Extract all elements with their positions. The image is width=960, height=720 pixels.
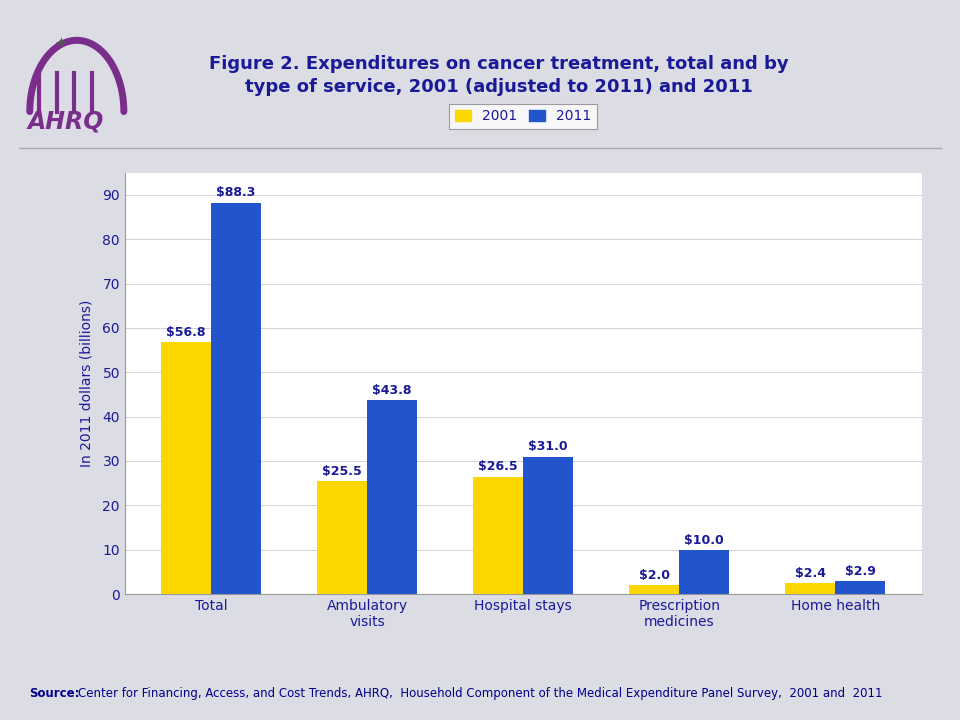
Bar (211, 202, 261, 594)
Text: ✦: ✦ (55, 35, 67, 50)
Text: $25.5: $25.5 (323, 465, 362, 478)
Text: $2.4: $2.4 (795, 567, 826, 580)
Text: Figure 2. Expenditures on cancer treatment, total and by
type of service, 2001 (: Figure 2. Expenditures on cancer treatme… (209, 55, 789, 96)
Bar (680, 549, 730, 594)
Text: $10.0: $10.0 (684, 534, 724, 546)
Text: AHRQ: AHRQ (28, 109, 105, 134)
Text: Source:: Source: (29, 687, 80, 700)
Text: $56.8: $56.8 (166, 326, 205, 339)
Bar (835, 581, 885, 594)
Text: $43.8: $43.8 (372, 384, 412, 397)
Text: $2.0: $2.0 (638, 569, 670, 582)
Text: $2.9: $2.9 (845, 565, 876, 578)
Legend: 2001, 2011: 2001, 2011 (449, 104, 597, 129)
Bar (367, 400, 417, 594)
Bar (317, 481, 367, 594)
Bar (785, 583, 835, 594)
Text: Center for Financing, Access, and Cost Trends, AHRQ,  Household Component of the: Center for Financing, Access, and Cost T… (78, 687, 882, 700)
Text: $88.3: $88.3 (216, 186, 255, 199)
Y-axis label: In 2011 dollars (billions): In 2011 dollars (billions) (80, 300, 94, 467)
Bar (161, 342, 211, 594)
Text: $31.0: $31.0 (528, 441, 568, 454)
Text: $26.5: $26.5 (478, 460, 518, 474)
Bar (473, 477, 523, 594)
Bar (630, 585, 680, 594)
Bar (523, 456, 573, 594)
